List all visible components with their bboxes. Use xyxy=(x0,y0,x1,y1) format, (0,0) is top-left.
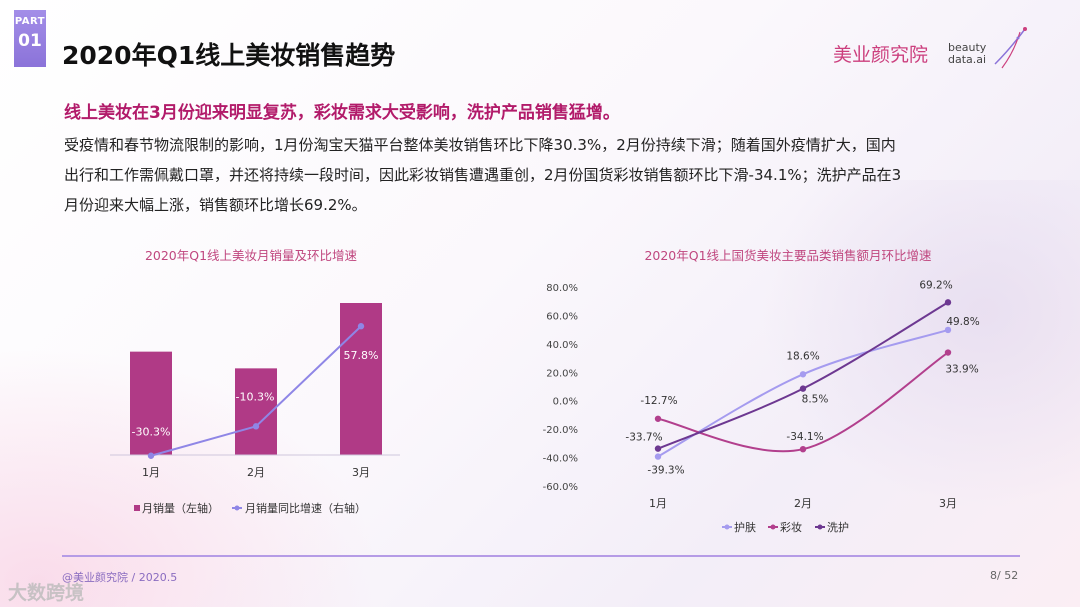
part-number: 01 xyxy=(18,31,42,51)
series-3-point-1 xyxy=(654,445,662,452)
left-x-tick-1: 1月 xyxy=(142,466,160,479)
series-2-label-2: -34.1% xyxy=(786,431,823,443)
summary-line-3: 月份迎来大幅上涨，销售额环比增长69.2%。 xyxy=(64,196,367,214)
legend-line-label: 月销量同比增速（右轴） xyxy=(245,501,366,515)
legend-label-3: 洗护 xyxy=(827,520,849,534)
legend-marker-2 xyxy=(770,524,776,530)
series-1-label-1: -39.3% xyxy=(647,465,684,477)
right-y-tick-2: 60.0% xyxy=(546,311,578,322)
brand-spark-icon xyxy=(994,27,1027,69)
series-2-label-3: 33.9% xyxy=(945,364,978,376)
brand-logo: 美业颜究院 xyxy=(833,44,929,66)
series-3-point-3 xyxy=(944,299,952,306)
brand-logo-sub: beauty data.ai xyxy=(948,42,986,66)
legend-bar-swatch xyxy=(134,505,140,511)
left-x-tick-2: 2月 xyxy=(247,466,265,479)
series-1-label-3: 49.8% xyxy=(946,316,979,328)
growth-point-2 xyxy=(252,423,260,430)
page-title: 2020年Q1线上美妆销售趋势 xyxy=(62,41,396,70)
growth-label-2: -10.3% xyxy=(236,390,275,403)
series-2-point-2 xyxy=(799,445,807,453)
legend-label-1: 护肤 xyxy=(734,520,756,534)
series-1-label-2: 18.6% xyxy=(786,350,819,362)
series-2-label-1: -12.7% xyxy=(640,395,677,407)
summary-headline: 线上美妆在3月份迎来明显复苏，彩妆需求大受影响，洗护产品销售猛增。 xyxy=(64,103,620,123)
right-y-tick-1: 80.0% xyxy=(546,283,578,294)
right-y-tick-5: 0.0% xyxy=(553,397,578,408)
right-chart-title: 2020年Q1线上国货美妆主要品类销售额月环比增速 xyxy=(644,248,932,263)
right-y-tick-7: -40.0% xyxy=(543,454,578,465)
series-3-point-2 xyxy=(799,385,807,392)
growth-point-1 xyxy=(147,452,155,459)
summary-line-2: 出行和工作需佩戴口罩，并还将持续一段时间，因此彩妆销售遭遇重创，2月份国货彩妆销… xyxy=(64,166,902,184)
right-y-tick-8: -60.0% xyxy=(543,482,578,493)
legend-marker-3 xyxy=(817,524,823,530)
background-glow-right xyxy=(760,180,1080,510)
legend-bar-label: 月销量（左轴） xyxy=(142,501,219,515)
right-x-tick-2: 2月 xyxy=(794,497,812,510)
left-x-tick-3: 3月 xyxy=(352,466,370,479)
summary-line-1: 受疫情和春节物流限制的影响，1月份淘宝天猫平台整体美妆销售环比下降30.3%，2… xyxy=(64,136,896,154)
series-2-point-1 xyxy=(654,415,662,422)
bar-1 xyxy=(130,351,172,455)
summary-paragraph: 受疫情和春节物流限制的影响，1月份淘宝天猫平台整体美妆销售环比下降30.3%，2… xyxy=(64,130,1024,220)
right-y-tick-3: 40.0% xyxy=(546,340,578,351)
series-3-label-1: -33.7% xyxy=(625,432,662,444)
series-1-point-2 xyxy=(799,371,807,378)
part-label: PART xyxy=(14,16,46,27)
series-1-point-3 xyxy=(944,326,952,334)
right-y-tick-4: 20.0% xyxy=(546,368,578,379)
footer-source: @美业颜究院 / 2020.5 xyxy=(62,571,178,584)
growth-label-1: -30.3% xyxy=(132,426,171,439)
watermark: 大数跨境 xyxy=(8,582,85,604)
legend-line-marker xyxy=(234,505,240,511)
background-glow-left xyxy=(0,347,380,607)
growth-point-3 xyxy=(357,323,365,330)
brand-sub-line1: beauty xyxy=(948,41,987,54)
right-x-tick-1: 1月 xyxy=(649,497,667,510)
footer-divider xyxy=(62,555,1020,557)
series-1-point-1 xyxy=(654,453,662,460)
right-x-tick-3: 3月 xyxy=(939,497,957,510)
right-y-tick-6: -20.0% xyxy=(543,425,578,436)
legend-marker-1 xyxy=(724,524,730,530)
part-badge: PART 01 xyxy=(14,10,46,67)
legend-label-2: 彩妆 xyxy=(780,521,802,534)
page-number: 8/ 52 xyxy=(990,569,1019,582)
series-3-label-3: 69.2% xyxy=(919,279,952,291)
left-chart-title: 2020年Q1线上美妆月销量及环比增速 xyxy=(145,248,358,263)
series-3-label-2: 8.5% xyxy=(802,394,829,406)
growth-label-3: 57.8% xyxy=(344,349,379,362)
brand-sub-line2: data.ai xyxy=(948,53,987,66)
series-2-point-3 xyxy=(944,349,952,356)
